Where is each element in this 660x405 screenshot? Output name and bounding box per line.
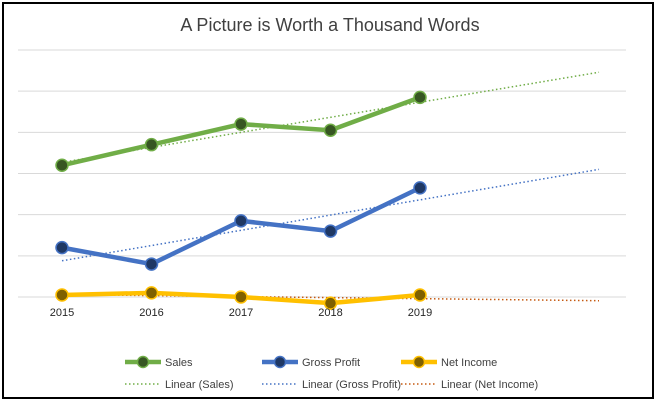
data-point-net-income	[144, 286, 159, 300]
x-tick-label: 2016	[139, 307, 163, 319]
gridlines	[18, 49, 626, 298]
trendlines	[61, 71, 600, 302]
chart-title: A Picture is Worth a Thousand Words	[180, 15, 479, 35]
data-point-sales	[413, 90, 427, 105]
data-point-sales	[144, 137, 159, 152]
data-point-gross-profit	[144, 257, 159, 271]
data-point-gross-profit	[234, 214, 248, 228]
trendline-gross-profit	[61, 168, 600, 262]
legend-label-trendline-gross-profit: Linear (Gross Profit)	[302, 379, 401, 391]
data-point-gross-profit	[413, 181, 427, 195]
series-line-sales	[59, 95, 423, 168]
data-point-sales	[55, 158, 69, 173]
legend-marker-sales	[136, 355, 150, 369]
legend-marker-net-income	[412, 355, 426, 369]
legend-label-trendline-net-income: Linear (Net Income)	[441, 379, 538, 391]
series-markers	[55, 90, 427, 310]
x-tick-label: 2017	[229, 307, 253, 319]
legend-label-net-income: Net Income	[441, 357, 497, 369]
data-point-net-income	[55, 288, 69, 302]
chart-frame	[2, 2, 654, 399]
data-point-net-income	[234, 290, 248, 304]
trendline-sales	[61, 71, 600, 164]
x-tick-label: 2015	[50, 307, 74, 319]
legend-label-trendline-sales: Linear (Sales)	[165, 379, 233, 391]
legend-label-sales: Sales	[165, 357, 193, 369]
data-point-sales	[234, 117, 248, 131]
data-point-sales	[323, 123, 338, 138]
x-tick-label: 2019	[408, 307, 432, 319]
legend-marker-gross-profit	[273, 355, 287, 369]
data-point-gross-profit	[323, 224, 338, 238]
data-point-gross-profit	[55, 240, 69, 255]
x-tick-label: 2018	[318, 307, 342, 319]
legend-label-gross-profit: Gross Profit	[302, 357, 360, 369]
legend: Sales Gross Profit Net Income Linear (Sales…	[125, 355, 538, 391]
x-axis-tick-labels: 2015 2016 2017 2018 2019	[50, 307, 432, 319]
data-point-net-income	[323, 296, 338, 310]
data-point-net-income	[413, 288, 427, 302]
